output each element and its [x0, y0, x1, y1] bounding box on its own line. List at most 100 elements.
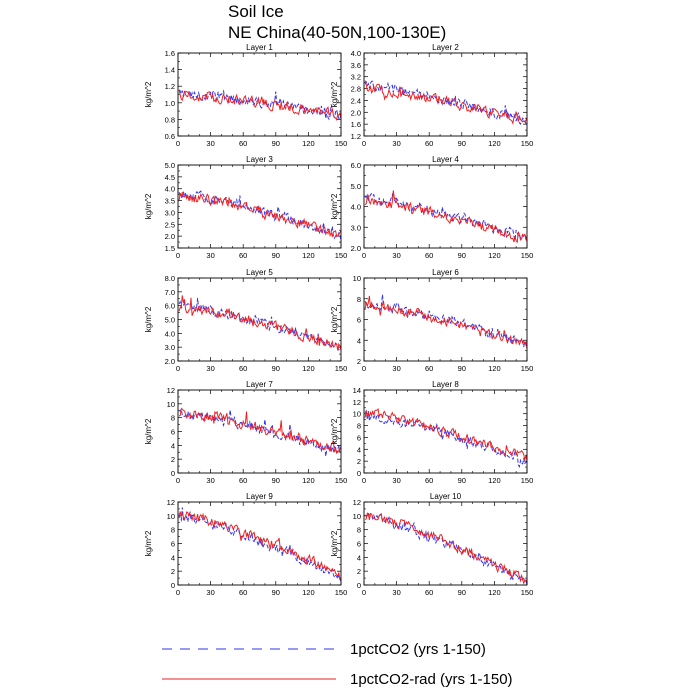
x-tick-label: 30	[392, 251, 400, 260]
x-tick-label: 30	[392, 476, 400, 485]
x-tick-label: 60	[239, 251, 247, 260]
series-1pctco2-rad-line	[178, 295, 342, 351]
plot-frame	[177, 164, 342, 249]
y-tick-label: 2.0	[165, 232, 175, 241]
panel-title: Layer 6	[432, 268, 459, 277]
y-axis-label: kg/m^2	[330, 306, 339, 332]
y-axis-label: kg/m^2	[330, 81, 339, 107]
y-tick-label: 10	[167, 400, 175, 409]
panel-grid: Layer 1kg/m^20.60.81.01.21.41.60 30 60 90 12…	[144, 43, 533, 597]
x-tick-label: 0	[362, 476, 366, 485]
y-tick-label: 4	[171, 441, 175, 450]
series-1pctco2-line	[364, 511, 528, 585]
panel-title: Layer 4	[432, 155, 459, 164]
plot-frame	[363, 389, 528, 474]
x-tick-label: 150	[521, 139, 534, 148]
series-1pctco2-rad-line	[178, 192, 342, 239]
y-tick-label: 6.0	[351, 161, 361, 170]
y-tick-label: 2.0	[351, 108, 361, 117]
x-tick-label: 60	[425, 588, 433, 597]
plot-frame	[363, 277, 528, 362]
y-tick-label: 4.0	[165, 329, 175, 338]
y-tick-label: 14	[353, 386, 361, 395]
x-tick-label: 120	[302, 251, 315, 260]
x-tick-label: 0	[362, 251, 366, 260]
x-tick-label: 30	[206, 139, 214, 148]
y-tick-label: 10	[353, 512, 361, 521]
y-tick-label: 1.5	[165, 244, 175, 253]
y-tick-label: 4.0	[165, 185, 175, 194]
x-tick-label: 120	[302, 364, 315, 373]
panel-title: Layer 7	[246, 380, 273, 389]
legend-label-1pctco2-rad: 1pctCO2-rad (yrs 1-150)	[350, 671, 513, 688]
x-tick-label: 60	[239, 139, 247, 148]
x-tick-label: 60	[425, 364, 433, 373]
y-tick-label: 1.2	[351, 132, 361, 141]
y-tick-label: 6	[357, 316, 361, 325]
y-tick-label: 8	[171, 414, 175, 423]
figure-subtitle: NE China(40-50N,100-130E)	[228, 23, 446, 42]
x-tick-label: 30	[206, 476, 214, 485]
y-tick-label: 2.0	[351, 244, 361, 253]
y-tick-label: 12	[167, 498, 175, 507]
x-tick-label: 120	[488, 251, 501, 260]
x-tick-label: 150	[521, 476, 534, 485]
y-tick-label: 10	[353, 410, 361, 419]
y-tick-label: 7.0	[165, 288, 175, 297]
y-tick-label: 4	[357, 553, 361, 562]
x-tick-label: 150	[335, 139, 348, 148]
series-1pctco2-rad-line	[364, 190, 528, 244]
y-tick-label: 3.2	[351, 73, 361, 82]
x-tick-label: 150	[335, 588, 348, 597]
y-tick-label: 8	[171, 526, 175, 535]
figure-title: Soil Ice	[228, 2, 284, 21]
y-tick-label: 0	[357, 581, 361, 590]
x-tick-label: 60	[239, 476, 247, 485]
y-tick-label: 12	[353, 398, 361, 407]
x-tick-label: 0	[176, 588, 180, 597]
y-tick-label: 6	[171, 540, 175, 549]
plot-frame	[177, 277, 342, 362]
panel-title: Layer 2	[432, 43, 459, 52]
x-tick-label: 60	[425, 139, 433, 148]
y-axis-label: kg/m^2	[330, 193, 339, 219]
y-tick-label: 12	[167, 386, 175, 395]
x-tick-label: 60	[239, 588, 247, 597]
y-tick-label: 4.0	[351, 49, 361, 58]
panel-layer-8: Layer 8 kg/m^2 0 2 4 6 8 10 12 14 0 30 60 90 120 150	[330, 380, 533, 485]
y-tick-label: 0	[357, 469, 361, 478]
x-tick-label: 0	[176, 251, 180, 260]
y-tick-label: 4.5	[165, 173, 175, 182]
series-1pctco2-rad-line	[364, 80, 528, 126]
series-1pctco2-line	[178, 407, 342, 457]
series-1pctco2-rad-line	[178, 511, 342, 581]
series-1pctco2-rad-line	[364, 408, 528, 461]
y-tick-label: 3.0	[165, 208, 175, 217]
x-tick-label: 60	[425, 476, 433, 485]
y-tick-label: 6	[357, 433, 361, 442]
x-tick-label: 30	[392, 588, 400, 597]
y-axis-label: kg/m^2	[144, 418, 153, 444]
y-tick-label: 12	[353, 498, 361, 507]
series-1pctco2-line	[178, 507, 342, 582]
y-tick-label: 6	[357, 540, 361, 549]
y-tick-label: 8	[357, 422, 361, 431]
panel-title: Layer 8	[432, 380, 459, 389]
y-tick-label: 1.6	[351, 120, 361, 129]
x-tick-label: 120	[488, 588, 501, 597]
x-tick-label: 120	[488, 364, 501, 373]
panel-layer-5: Layer 5 kg/m^2 2.0 3.0 4.0 5.0 6.0 7.0 8.0 0 30 60 9…	[144, 268, 347, 373]
series-1pctco2-rad-line	[364, 512, 528, 584]
y-tick-label: 10	[353, 274, 361, 283]
y-tick-label: 3.5	[165, 197, 175, 206]
y-tick-label: 5.0	[165, 316, 175, 325]
x-tick-label: 90	[458, 364, 466, 373]
y-tick-label: 1.2	[165, 82, 175, 91]
y-tick-label: 6	[171, 428, 175, 437]
y-tick-label: 2.0	[165, 357, 175, 366]
y-tick-label: 0.6	[165, 132, 175, 141]
x-tick-label: 30	[206, 251, 214, 260]
panel-title: Layer 5	[246, 268, 273, 277]
y-tick-label: 3.6	[351, 61, 361, 70]
